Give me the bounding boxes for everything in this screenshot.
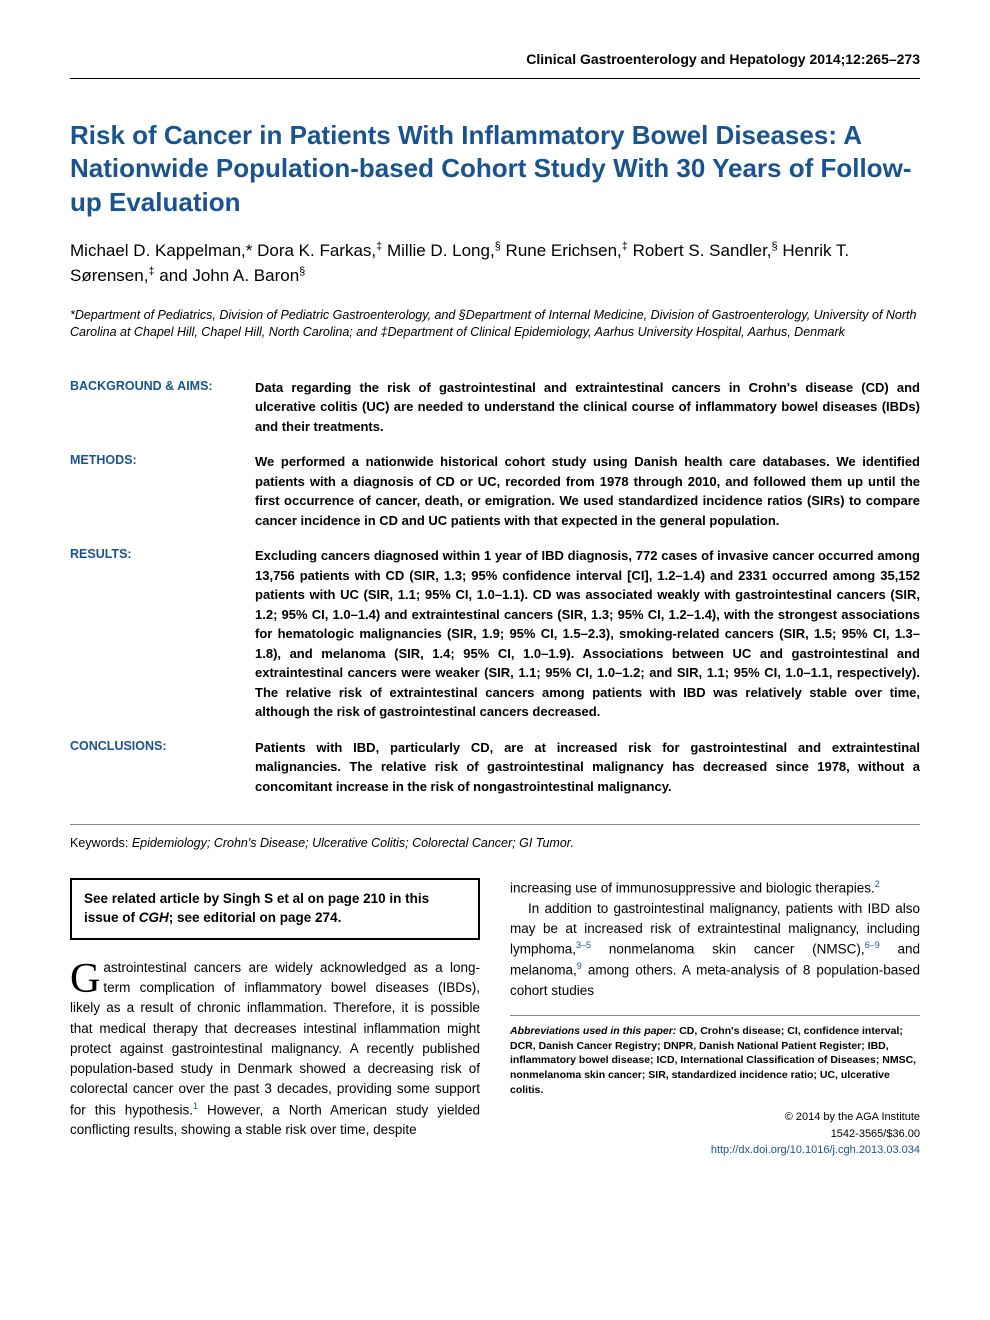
body-text-left: Gastrointestinal cancers are widely ackn… <box>70 958 480 1141</box>
related-suffix: ; see editorial on page 274. <box>169 910 342 925</box>
abstract-section-text: Excluding cancers diagnosed within 1 yea… <box>255 538 920 730</box>
abstract-section-text: Data regarding the risk of gastrointesti… <box>255 370 920 445</box>
abstract-row: BACKGROUND & AIMS:Data regarding the ris… <box>70 370 920 445</box>
keywords-line: Keywords: Epidemiology; Crohn's Disease;… <box>70 824 920 853</box>
citation-ref-6-9[interactable]: 6–9 <box>865 940 880 950</box>
related-journal-abbrev: CGH <box>139 910 169 925</box>
body-text-right: increasing use of immunosuppressive and … <box>510 878 920 1001</box>
abstract-section-label: METHODS: <box>70 444 255 538</box>
paragraph-1: Gastrointestinal cancers are widely ackn… <box>70 958 480 1141</box>
column-right: increasing use of immunosuppressive and … <box>510 878 920 1159</box>
abstract-section-label: RESULTS: <box>70 538 255 730</box>
structured-abstract: BACKGROUND & AIMS:Data regarding the ris… <box>70 370 920 805</box>
column-left: See related article by Singh S et al on … <box>70 878 480 1159</box>
copyright-line-2: 1542-3565/$36.00 <box>510 1126 920 1143</box>
keywords-text: Epidemiology; Crohn's Disease; Ulcerativ… <box>132 836 574 850</box>
abbreviations-box: Abbreviations used in this paper: CD, Cr… <box>510 1015 920 1097</box>
paragraph-2: In addition to gastrointestinal malignan… <box>510 899 920 1001</box>
article-title: Risk of Cancer in Patients With Inflamma… <box>70 119 920 220</box>
related-article-box: See related article by Singh S et al on … <box>70 878 480 940</box>
abstract-section-label: BACKGROUND & AIMS: <box>70 370 255 445</box>
abstract-section-label: CONCLUSIONS: <box>70 730 255 805</box>
p2-text-b: nonmelanoma skin cancer (NMSC), <box>591 942 865 957</box>
header-rule <box>70 78 920 79</box>
journal-citation: Clinical Gastroenterology and Hepatology… <box>70 50 920 70</box>
citation-ref-3-5[interactable]: 3–5 <box>576 940 591 950</box>
citation-ref-2[interactable]: 2 <box>875 879 880 889</box>
copyright-line-1: © 2014 by the AGA Institute <box>510 1109 920 1126</box>
body-columns: See related article by Singh S et al on … <box>70 878 920 1159</box>
abbreviations-title: Abbreviations used in this paper: <box>510 1025 676 1037</box>
abstract-section-text: We performed a nationwide historical coh… <box>255 444 920 538</box>
doi-link[interactable]: http://dx.doi.org/10.1016/j.cgh.2013.03.… <box>711 1144 920 1156</box>
drop-cap: G <box>70 958 103 998</box>
keywords-label: Keywords: <box>70 836 128 850</box>
abstract-body: BACKGROUND & AIMS:Data regarding the ris… <box>70 370 920 805</box>
p1-text-a: astrointestinal cancers are widely ackno… <box>70 960 480 1117</box>
p1c-text: increasing use of immunosuppressive and … <box>510 880 875 895</box>
copyright-block: © 2014 by the AGA Institute 1542-3565/$3… <box>510 1109 920 1159</box>
paragraph-1-cont: increasing use of immunosuppressive and … <box>510 878 920 899</box>
abstract-row: METHODS:We performed a nationwide histor… <box>70 444 920 538</box>
abstract-row: RESULTS:Excluding cancers diagnosed with… <box>70 538 920 730</box>
affiliations: *Department of Pediatrics, Division of P… <box>70 307 920 342</box>
abstract-section-text: Patients with IBD, particularly CD, are … <box>255 730 920 805</box>
abstract-row: CONCLUSIONS:Patients with IBD, particula… <box>70 730 920 805</box>
authors-list: Michael D. Kappelman,* Dora K. Farkas,‡ … <box>70 238 920 289</box>
